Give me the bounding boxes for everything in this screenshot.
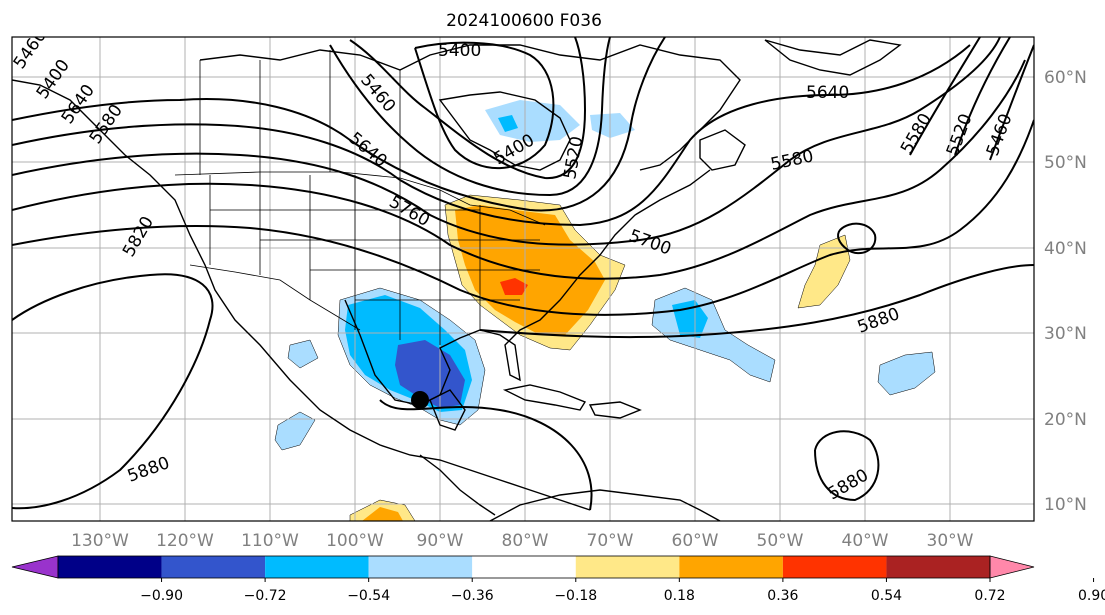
colorbar-box — [161, 556, 266, 578]
lat-label: 40°N — [1044, 239, 1087, 259]
colorbar-box — [782, 556, 887, 578]
cold-anomaly-mexico — [274, 411, 316, 451]
colorbar-tick-label: 0.36 — [767, 588, 798, 604]
contour-5400 — [414, 41, 555, 170]
lon-label: 120°W — [156, 531, 214, 551]
figure-title: 2024100600 F036 — [446, 11, 602, 31]
colorbar-box — [679, 556, 783, 578]
lon-label: 70°W — [587, 531, 634, 551]
us-canada-border — [174, 171, 546, 226]
contour-5520 — [329, 37, 611, 197]
contour-5640 — [12, 44, 971, 227]
contour-5580-east — [909, 37, 981, 156]
lat-label: 30°N — [1044, 324, 1087, 344]
contour-5760 — [12, 59, 1026, 280]
contour-5460-east — [989, 44, 1034, 161]
contour-low-atlantic — [837, 222, 877, 255]
canada-provinces — [199, 50, 401, 178]
cuba — [502, 384, 587, 411]
colorbar-box — [886, 556, 990, 578]
colorbar-tick-label: −0.72 — [244, 588, 287, 604]
lat-label: 50°N — [1044, 153, 1087, 173]
lon-label: 60°W — [672, 531, 719, 551]
colorbar: −0.90 −0.72 −0.54 −0.36 −0.18 0.18 0.36 0.54 0.7… — [11, 555, 1105, 604]
newfoundland — [699, 129, 746, 171]
lon-label: 100°W — [326, 531, 384, 551]
south-america-north — [489, 489, 721, 521]
cold-anomaly-north-light — [485, 100, 580, 142]
contour-5520-east — [954, 37, 1011, 156]
cold-anomaly-north-cyan — [498, 115, 518, 132]
contour-5820 — [12, 119, 1034, 316]
latitude-labels: 60°N 50°N 40°N 30°N 20°N 10°N — [1044, 68, 1087, 515]
lon-label: 110°W — [241, 531, 299, 551]
colorbar-box — [472, 556, 576, 578]
colorbar-box — [368, 556, 473, 578]
map-panel: 5400 5460 5520 5580 5640 5700 5760 5820 … — [11, 36, 1035, 522]
lon-label: 50°W — [757, 531, 804, 551]
hurricane-marker — [411, 391, 429, 409]
us-mexico-border — [189, 264, 361, 331]
colorbar-tick-label: −0.90 — [140, 588, 183, 604]
lat-label: 20°N — [1044, 410, 1087, 430]
colorbar-tick-label: −0.54 — [347, 588, 390, 604]
contour-5460 — [349, 37, 587, 180]
colorbar-tick-label: −0.18 — [554, 588, 597, 604]
cold-anomaly-atlantic-east — [877, 351, 936, 396]
lon-label: 130°W — [71, 531, 129, 551]
lon-label: 40°W — [842, 531, 889, 551]
lon-label: 90°W — [417, 531, 464, 551]
colorbar-tick-label: −0.36 — [451, 588, 494, 604]
longitude-labels: 130°W 120°W 110°W 100°W 90°W 80°W 70°W 60°W 50°W… — [71, 531, 974, 551]
contour-5580-west — [12, 37, 666, 212]
lon-label: 80°W — [502, 531, 549, 551]
central-america — [419, 454, 496, 516]
hispaniola — [588, 401, 642, 419]
colorbar-box — [575, 556, 680, 578]
contour-5880-main — [12, 273, 214, 510]
height-contours — [12, 37, 1034, 511]
lon-label: 30°W — [927, 531, 974, 551]
contour-5700 — [12, 37, 1001, 246]
hudson-bay — [438, 91, 571, 171]
colorbar-tick-label: 0.18 — [664, 588, 695, 604]
contour-5880-gulf — [379, 399, 593, 511]
colorbar-tick-label: 0.54 — [871, 588, 902, 604]
colorbar-box — [265, 556, 369, 578]
contour-5880-atl — [479, 264, 1034, 339]
north-america-west-coast — [12, 79, 591, 511]
contour-label-5400: 5400 — [438, 41, 481, 61]
colorbar-box — [58, 556, 162, 578]
greenland — [764, 39, 902, 76]
yucatan — [429, 389, 466, 431]
colorbar-tick-label: 0.90 — [1078, 588, 1105, 604]
contour-5880-south — [814, 430, 880, 502]
colorbar-extend-max — [989, 555, 1035, 579]
contour-label-5640-east: 5640 — [806, 83, 849, 103]
colorbar-extend-min — [11, 555, 59, 579]
warm-anomaly-south-orange — [362, 507, 403, 521]
map-frame — [11, 36, 1035, 522]
warm-anomaly-red — [500, 278, 528, 295]
colorbar-frame — [57, 555, 991, 579]
state-lines-2 — [210, 209, 540, 301]
lat-label: 10°N — [1044, 495, 1087, 515]
lat-label: 60°N — [1044, 68, 1087, 88]
cold-anomaly-pacific — [287, 339, 319, 369]
colorbar-tick-label: 0.72 — [974, 588, 1005, 604]
